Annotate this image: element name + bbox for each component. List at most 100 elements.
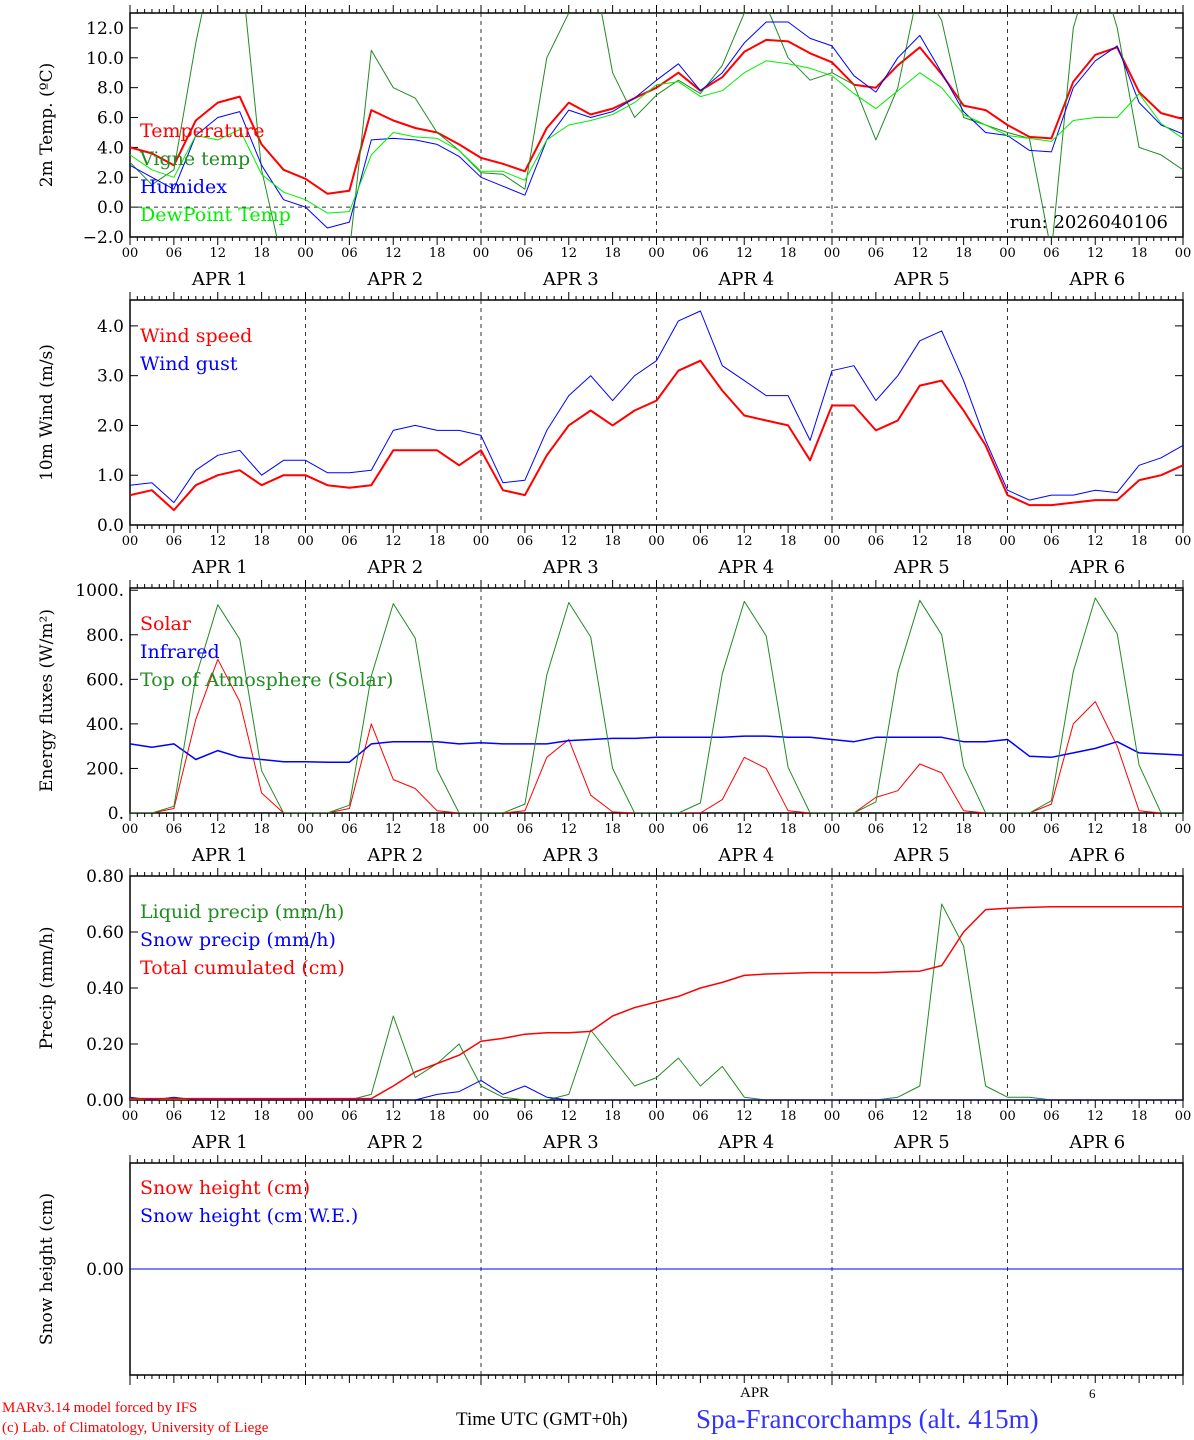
- x-tick-label: 06: [1043, 1109, 1060, 1124]
- x-tick-label: 00: [648, 534, 665, 549]
- x-tick-label: 18: [955, 246, 972, 261]
- stray-apr-label: APR: [740, 1385, 770, 1401]
- x-tick-label: 12: [385, 1109, 402, 1124]
- series-group: [130, 13, 1183, 237]
- x-tick-label: 12: [209, 534, 226, 549]
- y-tick-label: 0.: [108, 804, 124, 824]
- x-tick-label: 18: [604, 534, 621, 549]
- legend-entry: Liquid precip (mm/h): [140, 901, 344, 923]
- x-tick-label: 12: [385, 534, 402, 549]
- x-tick-label: 12: [1087, 822, 1104, 837]
- y-tick-label: 0.00: [86, 1260, 124, 1280]
- x-tick-label: 18: [955, 822, 972, 837]
- x-tick-label: 18: [429, 822, 446, 837]
- x-tick-label: 06: [692, 246, 709, 261]
- x-tick-label: 18: [780, 534, 797, 549]
- x-tick-label: 00: [648, 822, 665, 837]
- credit-line-1: MARv3.14 model forced by IFS: [2, 1400, 198, 1416]
- y-tick-label: 400.: [86, 715, 124, 735]
- x-tick-label: 18: [1131, 822, 1148, 837]
- y-tick-label: 4.0: [97, 138, 124, 158]
- x-tick-label: 06: [341, 534, 358, 549]
- day-label: APR 6: [1068, 557, 1125, 578]
- day-label: APR 3: [542, 557, 599, 578]
- panel-wind: 00 06 12 18 00 06 12 18 00 06 12 18 00 06 12 18 00 06 12 18…: [37, 292, 1191, 578]
- series-group: [130, 903, 1183, 1100]
- x-tick-label: 06: [868, 534, 885, 549]
- y-tick-label: 8.0: [97, 79, 124, 99]
- day-label: APR 2: [366, 269, 423, 290]
- day-label: APR 6: [1068, 269, 1125, 290]
- legend-entry: Humidex: [140, 176, 227, 198]
- x-tick-label: 18: [604, 1109, 621, 1124]
- x-tick-label: 12: [560, 246, 577, 261]
- y-tick-label: 800.: [86, 626, 124, 646]
- x-tick-label: 12: [560, 534, 577, 549]
- legend-entry: Snow height (cm W.E.): [140, 1205, 358, 1227]
- y-tick-label: 4.0: [97, 317, 124, 337]
- legend-entry: Infrared: [140, 641, 220, 663]
- x-tick-label: 12: [385, 822, 402, 837]
- legend-entry: Top of Atmosphere (Solar): [140, 669, 393, 691]
- x-tick-label: 00: [297, 1109, 314, 1124]
- x-tick-label: 00: [1175, 534, 1192, 549]
- y-tick-label: 0.0: [97, 198, 124, 218]
- x-tick-label: 12: [911, 534, 928, 549]
- x-tick-label: 00: [297, 246, 314, 261]
- day-label: APR 2: [366, 845, 423, 866]
- day-label: APR 6: [1068, 845, 1125, 866]
- legend-entry: Wind speed: [140, 325, 252, 347]
- x-tick-label: 06: [692, 534, 709, 549]
- x-tick-label: 12: [911, 246, 928, 261]
- x-tick-label: 00: [122, 1109, 139, 1124]
- x-tick-label: 18: [780, 822, 797, 837]
- x-tick-label: 12: [560, 822, 577, 837]
- x-tick-label: 12: [1087, 246, 1104, 261]
- x-tick-label: 00: [473, 246, 490, 261]
- legend-entry: DewPoint Temp: [140, 204, 291, 226]
- x-tick-label: 12: [560, 1109, 577, 1124]
- day-label: APR 6: [1068, 1132, 1125, 1153]
- x-tick-label: 18: [604, 246, 621, 261]
- x-tick-label: 00: [122, 822, 139, 837]
- y-tick-label: 10.0: [86, 49, 124, 69]
- station-title: Spa-Francorchamps (alt. 415m): [696, 1404, 1039, 1434]
- x-tick-label: 06: [166, 534, 183, 549]
- x-tick-label: 00: [999, 246, 1016, 261]
- legend-entry: Temperature: [140, 120, 264, 142]
- stray-day-label: 6: [1089, 1386, 1096, 1401]
- series-line-infrared: [130, 735, 1183, 763]
- y-tick-label: 0.60: [86, 923, 124, 943]
- x-tick-label: 18: [604, 822, 621, 837]
- x-tick-label: 06: [166, 246, 183, 261]
- x-tick-label: 00: [999, 822, 1016, 837]
- legend-entry: Vigne temp: [139, 148, 250, 170]
- y-tick-label: 12.0: [86, 19, 124, 39]
- x-tick-label: 06: [868, 1109, 885, 1124]
- x-tick-label: 06: [517, 534, 534, 549]
- x-tick-label: 18: [429, 1109, 446, 1124]
- day-label: APR 4: [717, 269, 774, 290]
- day-label: APR 3: [542, 269, 599, 290]
- x-tick-label: 00: [473, 1109, 490, 1124]
- day-label: APR 1: [191, 269, 248, 290]
- x-tick-label: 18: [1131, 1109, 1148, 1124]
- day-label: APR 1: [191, 1132, 248, 1153]
- x-tick-label: 06: [517, 822, 534, 837]
- x-tick-label: 12: [736, 822, 753, 837]
- x-tick-label: 18: [253, 534, 270, 549]
- x-tick-label: 18: [955, 534, 972, 549]
- panel-energy: 00 06 12 18 00 06 12 18 00 06 12 18 00 06 12 18 00 06 12 18…: [37, 580, 1191, 866]
- x-tick-label: 00: [824, 822, 841, 837]
- day-label: APR 4: [717, 557, 774, 578]
- x-tick-label: 06: [341, 1109, 358, 1124]
- x-tick-label: 00: [648, 246, 665, 261]
- y-axis-label: Snow height (cm): [37, 1193, 57, 1345]
- panel-temp: 00 06 12 18 00 06 12 18 00 06 12 18 00 06 12 18 00 06 12 18…: [37, 5, 1191, 290]
- x-tick-label: 06: [166, 822, 183, 837]
- x-tick-label: 00: [999, 534, 1016, 549]
- x-tick-label: 00: [999, 1109, 1016, 1124]
- day-label: APR 5: [893, 845, 950, 866]
- y-axis-label: 2m Temp. (ºC): [37, 63, 57, 188]
